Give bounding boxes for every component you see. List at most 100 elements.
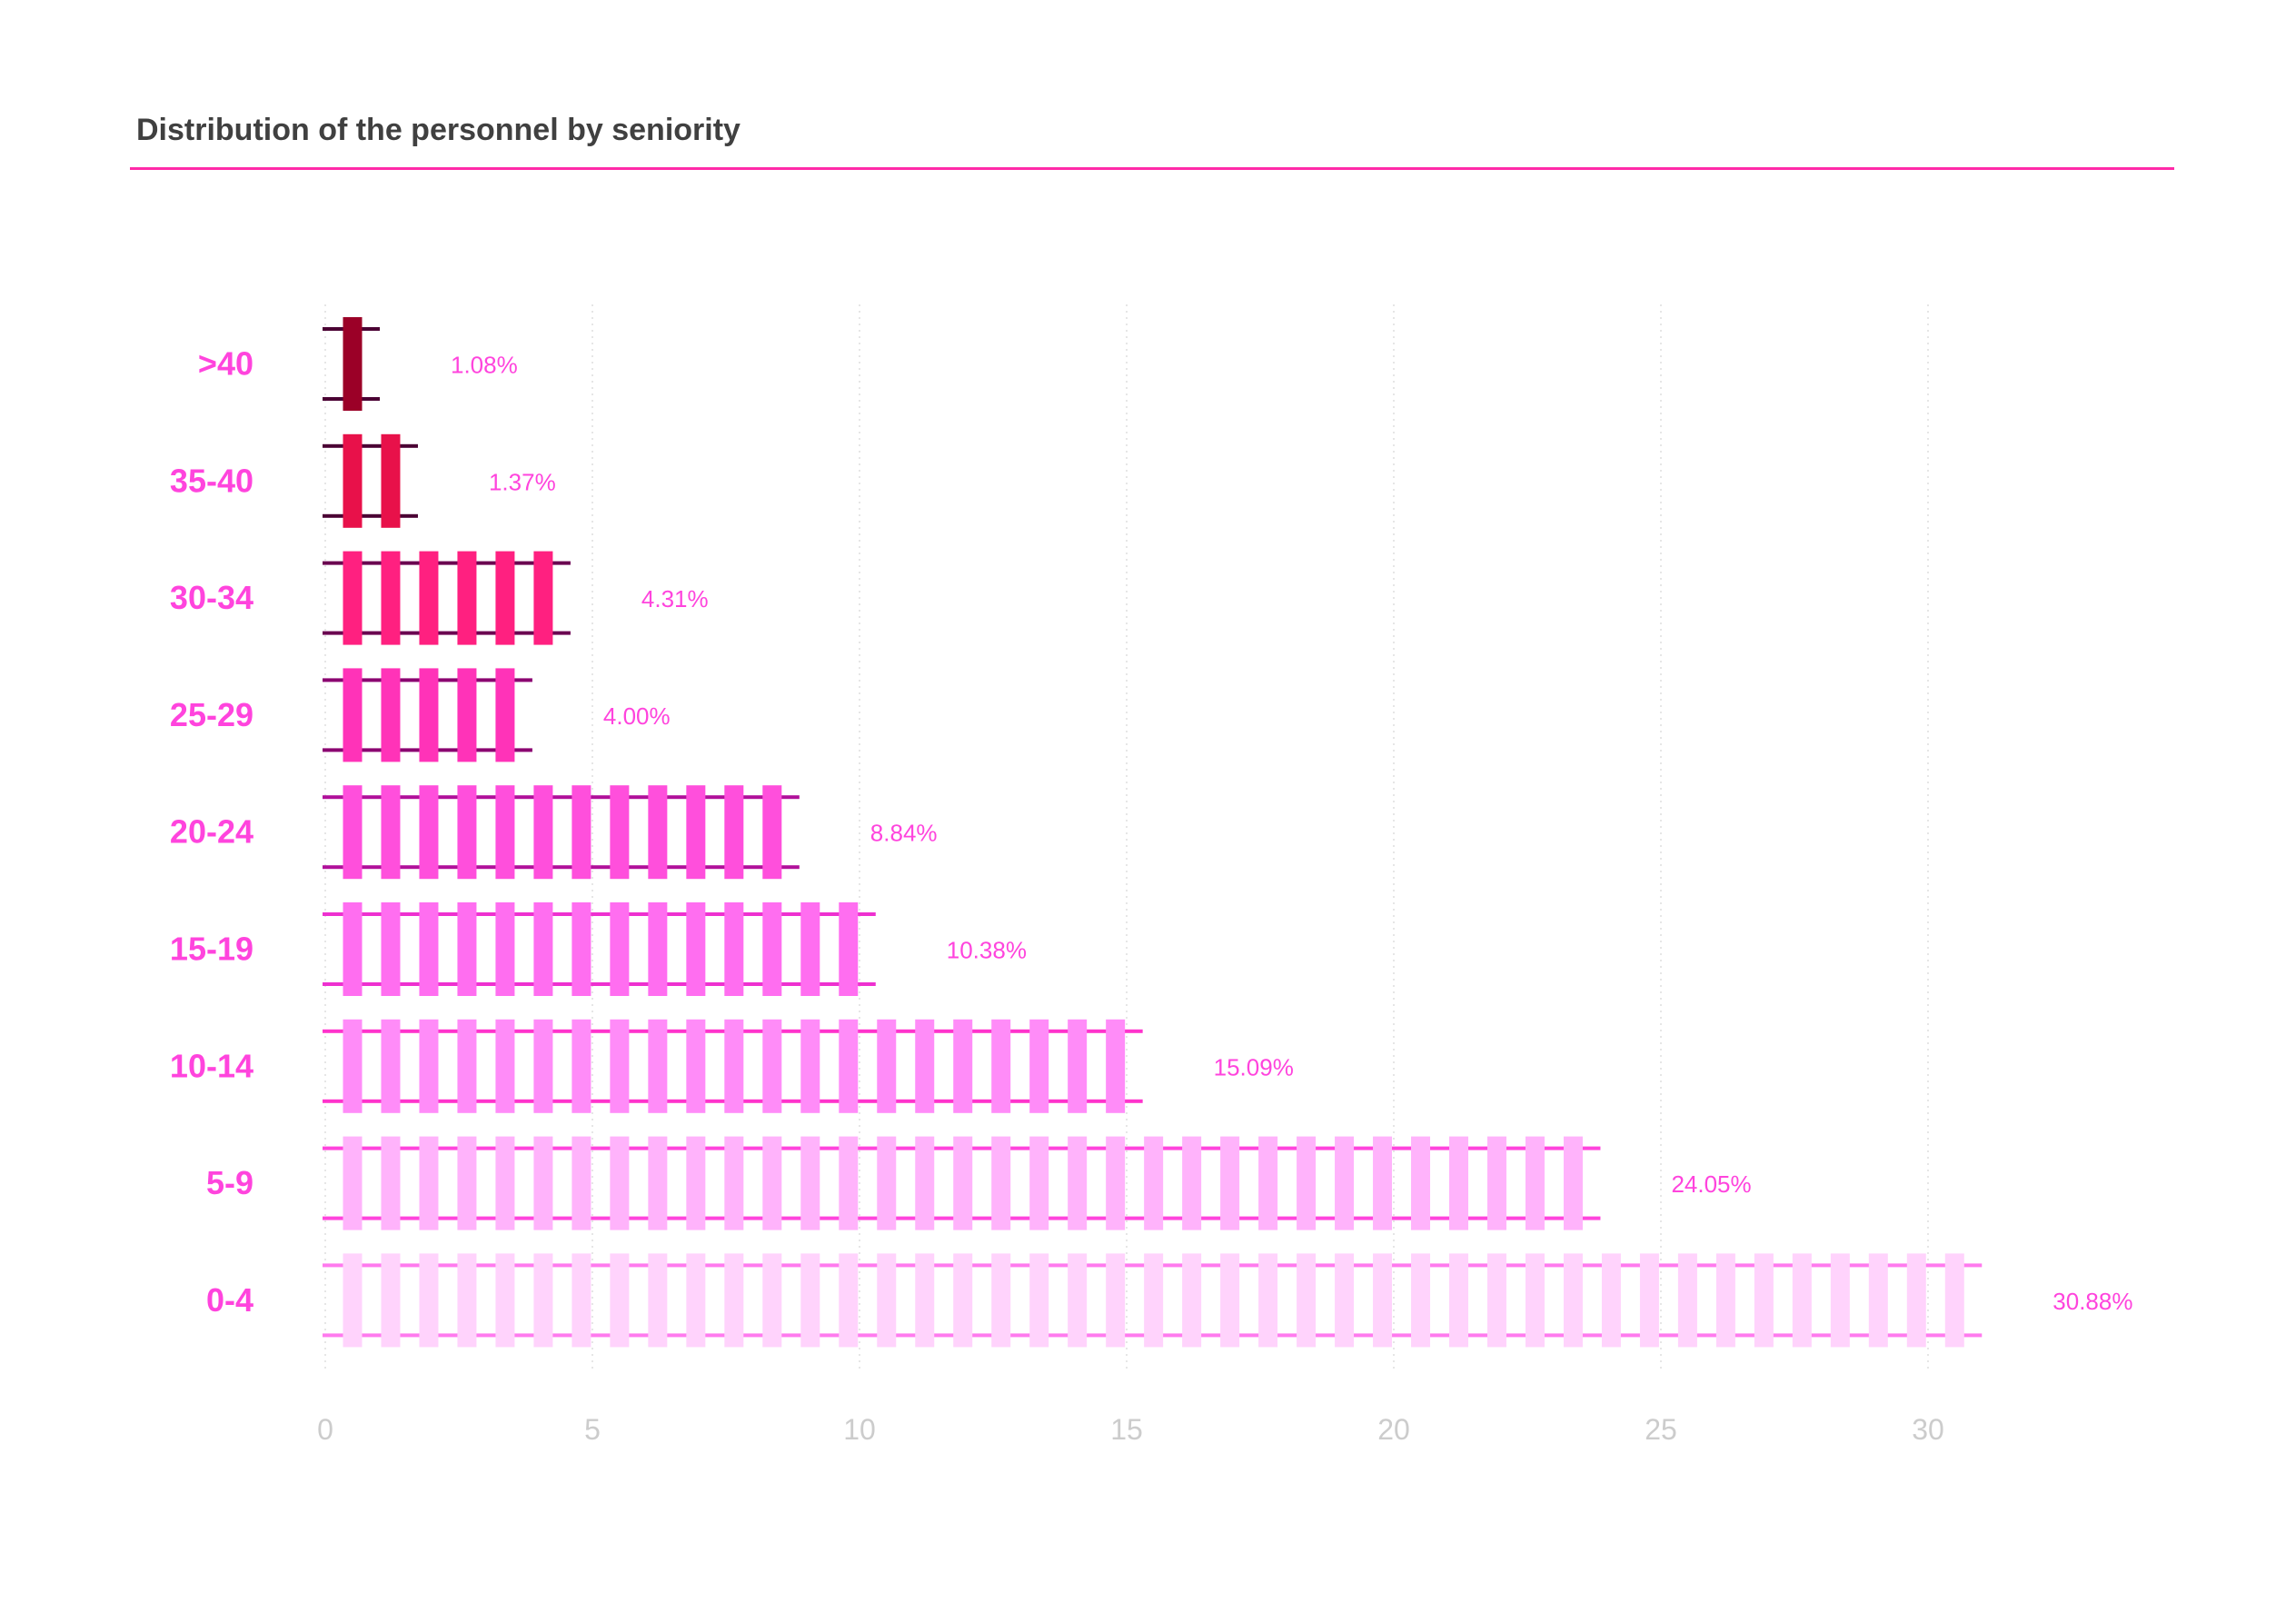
bar-tie bbox=[381, 668, 401, 762]
bar-tie bbox=[610, 902, 630, 996]
bar-tie bbox=[724, 785, 744, 880]
bar-tie bbox=[877, 1253, 897, 1348]
bar-tie bbox=[1601, 1253, 1621, 1348]
bar-tie bbox=[457, 551, 477, 645]
value-label: 24.05% bbox=[1671, 1170, 1751, 1198]
bar-tie bbox=[1106, 1019, 1126, 1113]
bar-tie bbox=[572, 1019, 591, 1113]
bar-tie bbox=[533, 1136, 553, 1230]
value-label: 10.38% bbox=[947, 937, 1027, 964]
bar-tie bbox=[457, 1253, 477, 1348]
bar-tie bbox=[1068, 1253, 1088, 1348]
category-label: 25-29 bbox=[170, 696, 253, 733]
rail bbox=[323, 631, 571, 635]
category-label: 5-9 bbox=[206, 1164, 253, 1201]
bar-tie bbox=[381, 551, 401, 645]
bar-tie bbox=[1335, 1253, 1355, 1348]
bar-tie bbox=[648, 902, 668, 996]
category-label: 35-40 bbox=[170, 462, 253, 499]
bar-tie bbox=[991, 1253, 1011, 1348]
bar-tie bbox=[419, 668, 439, 762]
bar-tie bbox=[572, 785, 591, 880]
bar-tie bbox=[1144, 1253, 1164, 1348]
bar-tie bbox=[1411, 1253, 1431, 1348]
bar-tie bbox=[610, 1019, 630, 1113]
bar-tie bbox=[1525, 1253, 1545, 1348]
rail bbox=[323, 795, 800, 800]
bar-tie bbox=[686, 1136, 706, 1230]
bar-tie bbox=[1373, 1136, 1393, 1230]
bar-tie bbox=[762, 785, 782, 880]
category-label: 0-4 bbox=[206, 1281, 253, 1319]
bar-tie bbox=[1220, 1253, 1240, 1348]
bar-tie bbox=[839, 1253, 859, 1348]
bar-tie bbox=[381, 785, 401, 880]
bar-tie bbox=[495, 1019, 515, 1113]
rail bbox=[323, 513, 418, 518]
bar-tie bbox=[1868, 1253, 1888, 1348]
x-tick-label: 20 bbox=[1377, 1413, 1410, 1446]
bar-tie bbox=[648, 1136, 668, 1230]
bar-tie bbox=[724, 1136, 744, 1230]
bar-tie bbox=[495, 902, 515, 996]
bar-tie bbox=[343, 1019, 363, 1113]
bar-tie bbox=[686, 902, 706, 996]
bar-tie bbox=[419, 785, 439, 880]
bar-tie bbox=[457, 668, 477, 762]
bar-tie bbox=[457, 1136, 477, 1230]
bar-tie bbox=[610, 1136, 630, 1230]
bar-tie bbox=[1335, 1136, 1355, 1230]
bar-tie bbox=[1563, 1136, 1583, 1230]
bar-tie bbox=[915, 1253, 935, 1348]
bar-tie bbox=[572, 902, 591, 996]
bar-tie bbox=[419, 902, 439, 996]
bar-tie bbox=[343, 1253, 363, 1348]
bar-tie bbox=[648, 1253, 668, 1348]
bar-tie bbox=[457, 785, 477, 880]
bar-tie bbox=[953, 1136, 973, 1230]
bar-tie bbox=[1297, 1136, 1317, 1230]
bar-tie bbox=[381, 902, 401, 996]
bar-tie bbox=[724, 1019, 744, 1113]
bar-tie bbox=[1106, 1253, 1126, 1348]
bar-tie bbox=[1258, 1136, 1278, 1230]
bar-tie bbox=[572, 1136, 591, 1230]
bar-tie bbox=[1906, 1253, 1926, 1348]
bar-tie bbox=[1029, 1019, 1049, 1113]
bar-tie bbox=[1563, 1253, 1583, 1348]
bar-tie bbox=[610, 1253, 630, 1348]
bar-tie bbox=[991, 1019, 1011, 1113]
bar-tie bbox=[1258, 1253, 1278, 1348]
bar-tie bbox=[1639, 1253, 1659, 1348]
bar-tie bbox=[1068, 1019, 1088, 1113]
bar-tie bbox=[1449, 1136, 1469, 1230]
bar-tie bbox=[495, 1136, 515, 1230]
bar-tie bbox=[381, 433, 401, 528]
bar-tie bbox=[495, 785, 515, 880]
bar-tie bbox=[457, 902, 477, 996]
rail bbox=[323, 443, 418, 448]
bar-tie bbox=[1182, 1253, 1202, 1348]
bar-tie bbox=[572, 1253, 591, 1348]
value-label: 1.08% bbox=[451, 352, 518, 379]
bar-tie bbox=[686, 1253, 706, 1348]
bar-tie bbox=[419, 1136, 439, 1230]
bar-tie bbox=[1715, 1253, 1735, 1348]
x-tick-label: 0 bbox=[317, 1413, 333, 1446]
x-tick-label: 15 bbox=[1110, 1413, 1143, 1446]
value-label: 30.88% bbox=[2052, 1288, 2132, 1315]
bar-tie bbox=[419, 551, 439, 645]
bar-tie bbox=[1220, 1136, 1240, 1230]
bar-tie bbox=[915, 1136, 935, 1230]
bar-tie bbox=[533, 1019, 553, 1113]
title-underline bbox=[130, 167, 2174, 170]
bar-tie bbox=[1677, 1253, 1697, 1348]
bar-tie bbox=[839, 1019, 859, 1113]
bar-tie bbox=[1525, 1136, 1545, 1230]
bar-tie bbox=[1792, 1253, 1812, 1348]
bar-tie bbox=[839, 1136, 859, 1230]
bar-tie bbox=[953, 1019, 973, 1113]
bar-tie bbox=[800, 1019, 820, 1113]
bar-tie bbox=[877, 1019, 897, 1113]
bar-tie bbox=[724, 902, 744, 996]
